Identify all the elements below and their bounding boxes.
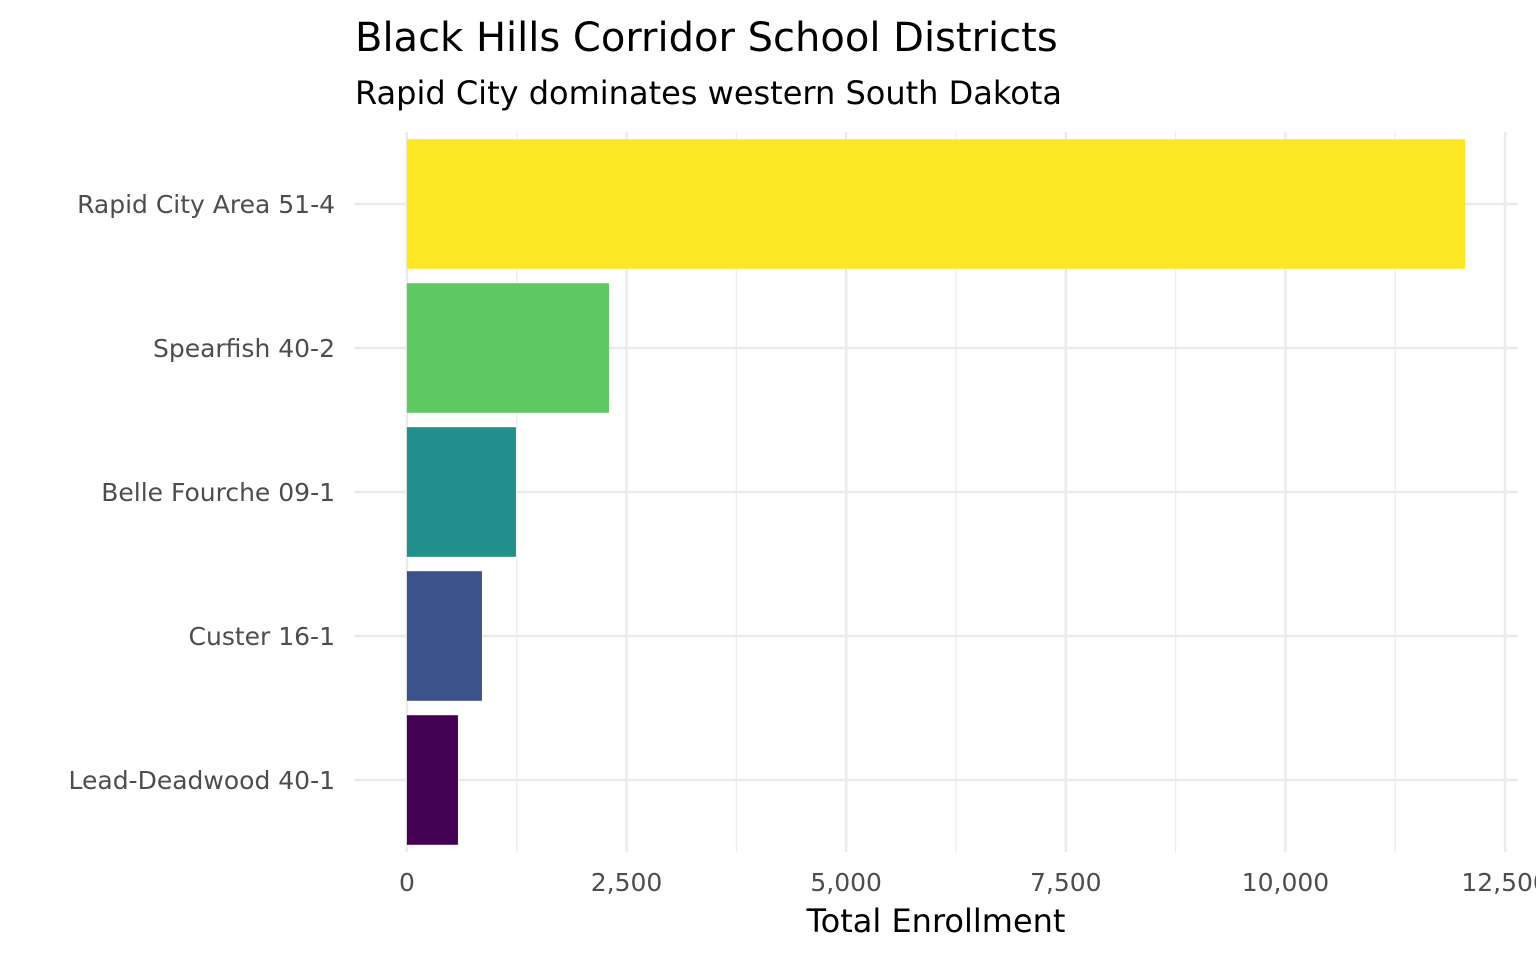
bar bbox=[406, 139, 1466, 269]
x-tick-label: 7,500 bbox=[1030, 868, 1102, 897]
bars bbox=[406, 139, 1466, 845]
bar bbox=[406, 283, 609, 413]
x-axis-labels: 0 2,500 5,000 7,500 10,000 12,500 bbox=[399, 868, 1536, 897]
x-tick-label: 0 bbox=[399, 868, 415, 897]
bar bbox=[406, 715, 458, 845]
chart-subtitle: Rapid City dominates western South Dakot… bbox=[355, 74, 1062, 112]
y-tick-label: Lead-Deadwood 40-1 bbox=[69, 766, 336, 795]
x-tick-label: 12,500 bbox=[1461, 868, 1536, 897]
x-axis-title: Total Enrollment bbox=[806, 902, 1066, 940]
y-axis-labels: Rapid City Area 51-4 Spearfish 40-2 Belle … bbox=[69, 190, 336, 795]
x-tick-label: 5,000 bbox=[810, 868, 882, 897]
y-tick-label: Spearfish 40-2 bbox=[153, 334, 335, 363]
y-tick-label: Belle Fourche 09-1 bbox=[101, 478, 335, 507]
x-tick-label: 10,000 bbox=[1242, 868, 1329, 897]
y-tick-label: Rapid City Area 51-4 bbox=[77, 190, 335, 219]
x-tick-label: 2,500 bbox=[591, 868, 663, 897]
bar bbox=[406, 571, 482, 701]
chart-title: Black Hills Corridor School Districts bbox=[355, 15, 1058, 61]
y-tick-label: Custer 16-1 bbox=[189, 622, 335, 651]
bar bbox=[406, 427, 516, 557]
